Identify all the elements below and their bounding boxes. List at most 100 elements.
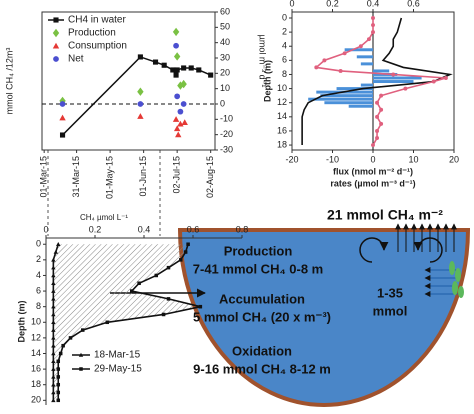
data-point [59, 114, 66, 121]
data-point [443, 76, 448, 80]
data-point [375, 100, 380, 105]
data-point [403, 86, 408, 91]
data-point [56, 382, 61, 387]
x2-tick-label: 0.2 [326, 0, 339, 8]
data-point [137, 113, 144, 119]
bar [356, 55, 373, 59]
x-axis-label: flux (nmol m⁻² d⁻¹) [333, 166, 413, 176]
legend-marker [79, 367, 83, 371]
data-point [137, 101, 144, 107]
bar [308, 97, 373, 101]
x2-tick-label: 0.2 [89, 224, 102, 234]
x2-tick-label: 0.6 [187, 224, 200, 234]
data-point [137, 54, 143, 60]
y2-tick-label: -20 [220, 129, 233, 139]
data-point [342, 51, 347, 56]
data-point [188, 65, 194, 71]
x-tick-label: 01-Mar-15 [39, 156, 49, 198]
data-point [181, 119, 188, 125]
x-tick-label: 31-Mar-15 [71, 156, 81, 198]
data-point [180, 79, 187, 89]
bar [373, 76, 422, 80]
data-point [56, 390, 61, 395]
y2-tick-label: 20 [220, 68, 230, 78]
x2-tick-label: 0.6 [407, 0, 420, 8]
data-point [371, 30, 375, 35]
x-tick-label: 20 [449, 154, 459, 164]
x-axis-label: rates (µmol m⁻³ d⁻¹) [330, 178, 415, 188]
data-point [208, 72, 214, 78]
data-point [51, 366, 56, 371]
y-tick-label: 6 [36, 285, 41, 295]
lateral-value: 1-35 [377, 285, 403, 300]
data-point [391, 72, 396, 77]
y-tick-label: 8 [36, 301, 41, 311]
data-point [51, 265, 56, 270]
y-tick-label: 8 [282, 69, 287, 79]
x-tick-label: 0 [370, 154, 375, 164]
data-point [59, 101, 66, 107]
series-line [62, 56, 211, 136]
data-point [51, 390, 56, 395]
data-point [137, 281, 141, 286]
y2-tick-label: 0 [220, 98, 225, 108]
data-point [173, 42, 179, 49]
data-point [180, 101, 187, 107]
data-point [51, 257, 56, 262]
bar [336, 87, 373, 91]
oxidation-title: Oxidation [232, 343, 292, 358]
data-point [161, 312, 166, 317]
legend-label: Production [68, 28, 116, 39]
legend-label: Net [68, 54, 84, 65]
data-point [166, 265, 171, 270]
production-title: Production [224, 243, 293, 258]
bar [344, 48, 373, 52]
mixing-arrow [413, 237, 443, 263]
y-axis-label: Depth (m) [16, 301, 26, 343]
y2-tick-label: 10 [220, 83, 230, 93]
y-tick-label: 18 [277, 139, 287, 149]
data-point [358, 44, 363, 49]
y-tick-label: 10 [277, 83, 287, 93]
y-axis-label: mmol CH₄ /12m³ [4, 48, 14, 115]
data-point [51, 320, 56, 325]
accumulation-text: 5 mmol CH₄ (20 x m⁻³) [193, 309, 331, 324]
data-point [51, 343, 56, 348]
y-tick-label: 4 [282, 41, 287, 51]
data-point [322, 58, 327, 63]
y2-tick-label: 30 [220, 52, 230, 62]
x2-tick-label: 0 [289, 0, 294, 8]
data-point [51, 359, 56, 364]
data-point [379, 93, 384, 98]
data-point [154, 273, 159, 278]
data-point [174, 67, 180, 73]
lateral-unit: mmol [373, 303, 408, 318]
data-point [53, 249, 58, 254]
oxidation-text: 9-16 mmol CH₄ 8-12 m [193, 361, 331, 376]
y-tick-label: 12 [277, 97, 287, 107]
legend-marker [78, 352, 84, 357]
data-point [173, 52, 181, 61]
data-point [105, 320, 110, 325]
plants [449, 261, 464, 298]
x2-tick-label: 0.4 [367, 0, 380, 8]
data-point [181, 65, 187, 71]
mixing-arrow [359, 237, 389, 263]
y-tick-label: 14 [31, 348, 41, 358]
x-tick-label: 02-Aug-15 [205, 156, 215, 198]
bar [360, 83, 373, 87]
data-point [375, 136, 380, 140]
data-point [183, 250, 188, 254]
data-point [58, 351, 63, 356]
production-text: 7-41 mmol CH₄ 0-8 m [193, 261, 323, 276]
data-point [173, 125, 181, 132]
surface-flux: 21 mmol CH₄ m⁻² [327, 207, 443, 223]
x-tick-label: 01-May-15 [104, 156, 114, 199]
data-point [186, 242, 190, 247]
y-tick-label: 2 [36, 254, 41, 264]
data-point [152, 59, 159, 65]
bar [324, 101, 373, 105]
y-tick-label: 10 [31, 317, 41, 327]
y-tick-label: 16 [277, 125, 287, 135]
emission-arrows [395, 223, 457, 252]
